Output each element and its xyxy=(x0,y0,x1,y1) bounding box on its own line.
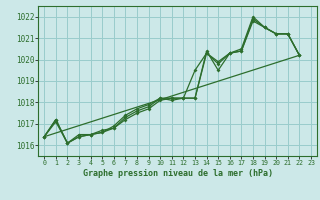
X-axis label: Graphe pression niveau de la mer (hPa): Graphe pression niveau de la mer (hPa) xyxy=(83,169,273,178)
